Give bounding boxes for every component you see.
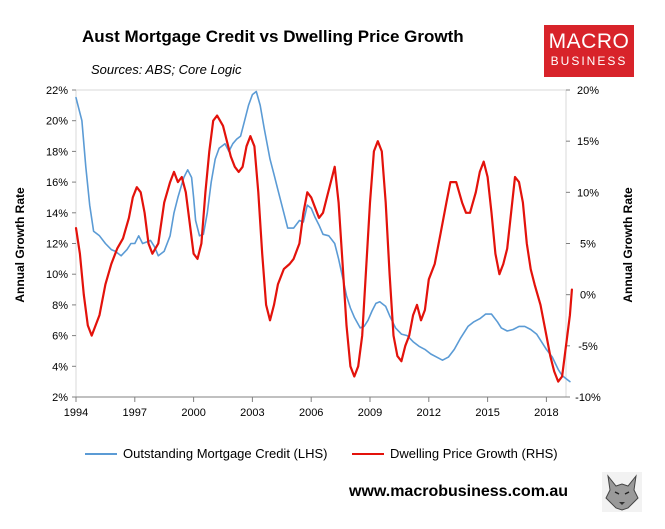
- y-left-tick-label: 2%: [52, 392, 68, 404]
- x-tick-label: 2012: [417, 407, 441, 419]
- y-right-tick-label: -5%: [578, 341, 598, 353]
- x-tick-label: 2006: [299, 407, 323, 419]
- x-tick-label: 1997: [123, 407, 147, 419]
- y-right-tick-label: 15%: [577, 136, 599, 148]
- y-left-tick-label: 8%: [52, 300, 68, 312]
- wolf-head-icon: [602, 472, 642, 512]
- y-axis-left-label: Annual Growth Rate: [13, 187, 27, 303]
- x-tick-label: 2000: [181, 407, 205, 419]
- chart-subtitle: Sources: ABS; Core Logic: [91, 62, 242, 77]
- y-left-tick-label: 4%: [52, 361, 68, 373]
- website-footer: www.macrobusiness.com.au: [349, 483, 569, 500]
- y-axis-right-label: Annual Growth Rate: [621, 187, 635, 303]
- logo-line2: BUSINESS: [550, 54, 628, 68]
- y-right-tick-label: 0%: [580, 290, 596, 302]
- series-lines: [74, 90, 573, 383]
- y-left-tick-label: 20%: [46, 116, 68, 128]
- series-line-dwelling-price: [74, 114, 573, 383]
- x-axis: 1994 1997 2000 2003 2006 2009 2012 2015 2018: [64, 396, 566, 419]
- y-axis-left: 2% 4% 6% 8% 10% 12% 14% 16% 18% 20% 22%: [46, 85, 76, 404]
- y-left-tick-label: 6%: [52, 331, 68, 343]
- legend-line-prices: [352, 452, 384, 455]
- legend-line-credit: [85, 452, 117, 455]
- legend-item-credit: Outstanding Mortgage Credit (LHS): [85, 446, 327, 461]
- y-left-tick-label: 12%: [46, 239, 68, 251]
- x-tick-label: 1994: [64, 407, 88, 419]
- legend-label-credit: Outstanding Mortgage Credit (LHS): [123, 446, 328, 461]
- x-tick-label: 2003: [240, 407, 264, 419]
- y-left-tick-label: 22%: [46, 85, 68, 97]
- logo-line1: MACRO: [548, 30, 630, 53]
- legend-label-prices: Dwelling Price Growth (RHS): [390, 446, 558, 461]
- y-left-tick-label: 10%: [46, 269, 68, 281]
- x-tick-label: 2009: [358, 407, 382, 419]
- y-right-tick-label: -10%: [575, 392, 601, 404]
- y-left-tick-label: 14%: [46, 208, 68, 220]
- legend-item-prices: Dwelling Price Growth (RHS): [352, 446, 558, 461]
- y-left-tick-label: 16%: [46, 177, 68, 189]
- chart-title: Aust Mortgage Credit vs Dwelling Price G…: [82, 27, 464, 46]
- legend: Outstanding Mortgage Credit (LHS) Dwelli…: [0, 446, 665, 466]
- y-axis-right: -10% -5% 0% 5% 10% 15% 20%: [566, 85, 601, 404]
- x-tick-label: 2015: [475, 407, 499, 419]
- y-right-tick-label: 10%: [577, 187, 599, 199]
- y-right-tick-label: 5%: [580, 239, 596, 251]
- macrobusiness-logo: MACRO BUSINESS: [544, 25, 634, 77]
- x-tick-label: 2018: [534, 407, 558, 419]
- y-right-tick-label: 20%: [577, 85, 599, 97]
- y-left-tick-label: 18%: [46, 146, 68, 158]
